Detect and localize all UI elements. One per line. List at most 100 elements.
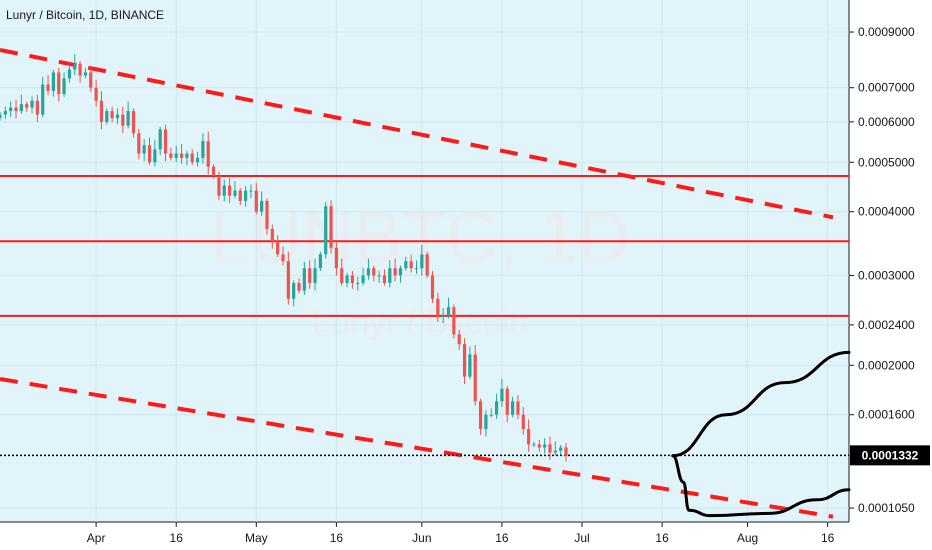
candle-body [548, 444, 552, 453]
candle-body [41, 84, 45, 115]
candle-body [532, 444, 536, 446]
candle-body [543, 444, 547, 448]
candle-body [436, 298, 440, 316]
candle-body [78, 63, 82, 76]
upper-trendline[interactable] [0, 48, 834, 220]
candle-body [553, 450, 557, 453]
time-tick-label: 16 [170, 531, 184, 545]
candle-body [73, 63, 77, 70]
candle-body [404, 261, 408, 269]
candle-body [409, 261, 413, 269]
candle-body [57, 72, 61, 95]
candle-body [537, 444, 541, 448]
candle-body [137, 133, 141, 154]
candle-body [494, 401, 499, 415]
candle-body [393, 268, 397, 276]
candle-body [276, 241, 280, 255]
candle-body [115, 114, 120, 119]
candle-body [430, 275, 435, 299]
candle-body [340, 268, 344, 283]
candle-body [302, 268, 306, 291]
candle-body [350, 275, 355, 283]
candle-body [345, 275, 349, 283]
candle-body [329, 206, 333, 248]
candle-body [292, 282, 296, 299]
candle-body [270, 228, 274, 242]
price-tick-label: 0.0002000 [858, 358, 915, 372]
candle-body [559, 447, 563, 451]
candle-body [35, 100, 39, 115]
candle-body [505, 388, 509, 415]
last-price-tag [850, 445, 930, 466]
candle-body [308, 268, 312, 283]
price-tick-label: 0.0001600 [858, 408, 915, 422]
projection-up-curve[interactable] [671, 350, 851, 458]
candle-body [238, 190, 242, 201]
projection-curves[interactable] [671, 350, 851, 518]
candle-body [511, 401, 515, 415]
time-tick-label: 16 [655, 531, 669, 545]
candle-body [388, 268, 392, 283]
candle-body [398, 268, 403, 276]
candle-body [211, 166, 216, 176]
projection-down-curve[interactable] [671, 454, 851, 518]
candle-body [206, 141, 210, 167]
candle-body [473, 354, 477, 402]
candle-body [179, 153, 184, 158]
candle-body [420, 254, 424, 269]
candle-body [484, 414, 488, 430]
price-tick-label: 0.0006000 [858, 115, 915, 129]
time-tick-label: May [245, 531, 268, 545]
candle-body [457, 334, 461, 345]
candle-body [377, 275, 381, 277]
resistance-lines[interactable] [0, 174, 849, 317]
candle-body [169, 153, 173, 158]
candle-body [0, 114, 2, 118]
candle-body [356, 282, 360, 284]
candle-body [452, 307, 456, 335]
candle-body [30, 100, 34, 108]
candle-body [153, 149, 157, 163]
candle-body [260, 200, 264, 212]
candle-body [468, 354, 472, 377]
candle-body [334, 247, 338, 269]
lower-trendline[interactable] [0, 377, 834, 519]
candle-body [281, 254, 285, 262]
candle-body [201, 141, 205, 158]
candle-body [51, 72, 55, 91]
candle-body [233, 190, 237, 196]
candles [0, 54, 568, 462]
trendlines[interactable] [0, 48, 849, 519]
candle-body [446, 307, 451, 316]
candle-body [163, 129, 168, 154]
watermark-name: Lunyr / Bitcoin [312, 303, 527, 341]
candle-body [94, 87, 98, 101]
time-tick-label: Aug [737, 531, 758, 545]
price-axis[interactable]: 0.0009000 0.0007000 0.0006000 0.0005000 0.00… [849, 25, 915, 515]
time-axis[interactable]: Apr 16 May 16 Jun 16 Jul 16 Aug 16 [87, 522, 835, 545]
candle-body [318, 254, 322, 269]
candle-body [158, 129, 162, 150]
candle-body [67, 69, 72, 79]
candle-body [147, 145, 152, 163]
time-tick-label: 16 [495, 531, 509, 545]
candle-body [126, 111, 130, 126]
candle-body [372, 268, 376, 276]
candle-body [313, 268, 317, 283]
candle-body [361, 275, 365, 283]
candle-body [462, 344, 467, 377]
candle-body [142, 145, 146, 154]
candle-body [489, 414, 493, 416]
candle-body [425, 254, 429, 276]
candle-body [121, 114, 125, 126]
candle-body [244, 190, 248, 201]
candle-body [228, 185, 232, 196]
candle-body [174, 153, 178, 158]
candle-body [190, 153, 194, 163]
candle-body [324, 206, 328, 255]
candle-body [83, 72, 88, 76]
candle-body [110, 111, 114, 119]
candle-body [500, 388, 504, 402]
price-tick-label: 0.0002400 [858, 318, 915, 332]
